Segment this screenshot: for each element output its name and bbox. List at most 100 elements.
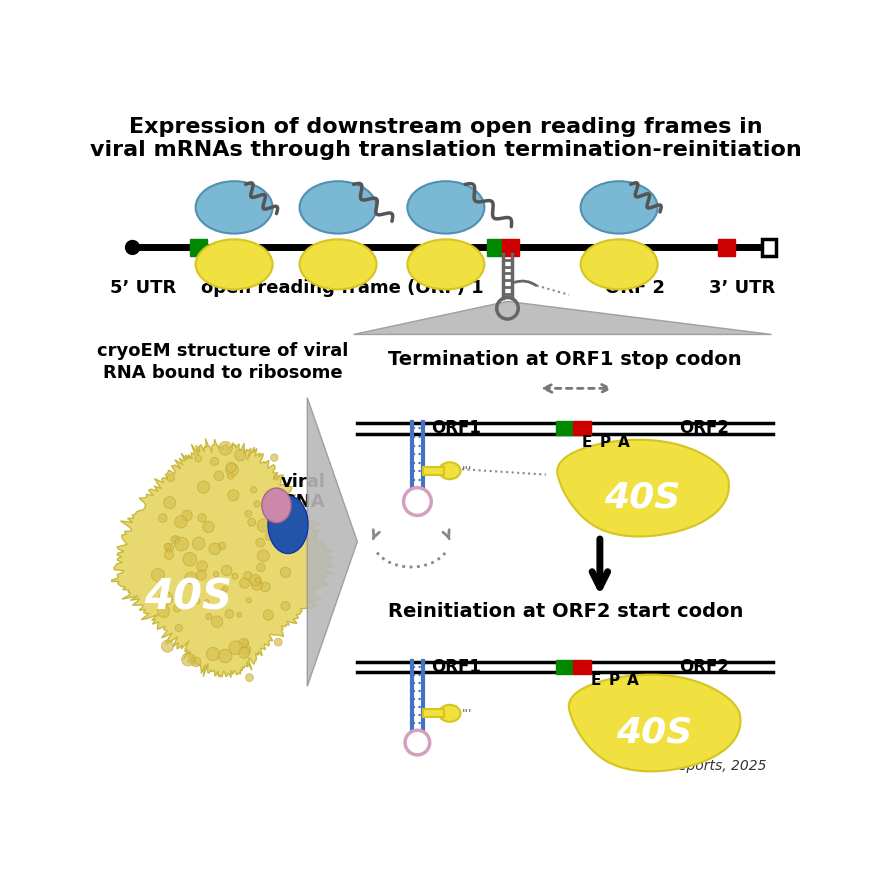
Circle shape <box>280 567 290 578</box>
Text: E: E <box>581 435 591 450</box>
Bar <box>555 422 573 436</box>
Circle shape <box>263 610 273 620</box>
Circle shape <box>175 515 187 528</box>
Text: ''': ''' <box>461 465 471 478</box>
Circle shape <box>209 543 221 555</box>
Circle shape <box>256 564 265 571</box>
Circle shape <box>206 648 219 661</box>
Ellipse shape <box>299 181 376 234</box>
Text: E: E <box>590 674 600 689</box>
Circle shape <box>227 473 234 480</box>
Text: P: P <box>599 435 610 450</box>
Circle shape <box>182 552 196 566</box>
Text: 5’ UTR: 5’ UTR <box>110 279 176 298</box>
Circle shape <box>167 474 175 481</box>
Circle shape <box>191 657 201 667</box>
Circle shape <box>226 462 235 472</box>
Circle shape <box>151 569 164 582</box>
Circle shape <box>159 592 173 605</box>
Text: ORF2: ORF2 <box>678 419 728 438</box>
Circle shape <box>260 582 269 592</box>
Circle shape <box>272 492 279 500</box>
Circle shape <box>281 601 289 611</box>
Circle shape <box>197 481 209 493</box>
Circle shape <box>218 441 232 455</box>
Text: ORF 2: ORF 2 <box>604 279 664 298</box>
Text: ORF1: ORF1 <box>430 419 481 438</box>
Circle shape <box>175 537 189 551</box>
Circle shape <box>173 536 180 543</box>
Circle shape <box>236 612 242 617</box>
Circle shape <box>165 543 173 552</box>
Text: Expression of downstream open reading frames in: Expression of downstream open reading fr… <box>129 116 762 136</box>
Ellipse shape <box>439 462 460 480</box>
Text: A: A <box>617 435 629 450</box>
Circle shape <box>214 471 223 480</box>
Circle shape <box>171 536 179 544</box>
Circle shape <box>239 639 249 648</box>
Ellipse shape <box>407 240 484 290</box>
Text: RNA: RNA <box>282 493 324 511</box>
Text: P: P <box>608 674 620 689</box>
Bar <box>573 660 591 674</box>
Ellipse shape <box>268 496 308 554</box>
Circle shape <box>196 561 207 571</box>
Circle shape <box>194 598 200 604</box>
Circle shape <box>232 573 238 579</box>
Circle shape <box>239 578 249 588</box>
Ellipse shape <box>439 705 460 722</box>
Circle shape <box>175 625 182 632</box>
Circle shape <box>220 589 225 595</box>
Bar <box>573 422 591 436</box>
Circle shape <box>257 550 269 562</box>
Bar <box>190 239 207 256</box>
Text: Cell Reports, 2025: Cell Reports, 2025 <box>638 759 766 773</box>
Circle shape <box>163 497 176 508</box>
Ellipse shape <box>299 240 376 290</box>
Text: open reading frame (ORF) 1: open reading frame (ORF) 1 <box>201 279 482 298</box>
Circle shape <box>274 638 282 646</box>
Bar <box>761 239 775 256</box>
Circle shape <box>228 490 239 500</box>
Polygon shape <box>557 440 728 536</box>
Circle shape <box>235 450 246 461</box>
Text: ORF1: ORF1 <box>430 658 481 676</box>
Circle shape <box>255 578 261 583</box>
Text: 3’ UTR: 3’ UTR <box>708 279 774 298</box>
Circle shape <box>229 640 242 654</box>
Circle shape <box>245 674 253 682</box>
Circle shape <box>211 616 222 627</box>
Circle shape <box>245 510 251 517</box>
Circle shape <box>157 606 169 618</box>
Text: Reinitiation at ORF2 start codon: Reinitiation at ORF2 start codon <box>387 602 742 621</box>
Text: A: A <box>627 674 638 689</box>
Bar <box>422 467 443 474</box>
Circle shape <box>250 487 256 493</box>
Circle shape <box>270 454 278 461</box>
Circle shape <box>218 649 232 663</box>
Circle shape <box>255 538 264 547</box>
Circle shape <box>210 458 218 466</box>
Ellipse shape <box>580 181 657 234</box>
Circle shape <box>125 241 139 255</box>
Polygon shape <box>307 397 357 686</box>
Text: ''': ''' <box>461 708 471 721</box>
Circle shape <box>196 570 206 580</box>
Text: RNA bound to ribosome: RNA bound to ribosome <box>103 364 342 382</box>
Text: ORF2: ORF2 <box>678 658 728 676</box>
Circle shape <box>202 522 214 533</box>
Circle shape <box>249 575 261 586</box>
Circle shape <box>265 533 273 541</box>
Text: 40S: 40S <box>603 480 680 514</box>
Polygon shape <box>568 675 740 772</box>
Ellipse shape <box>407 181 484 234</box>
Text: cryoEM structure of viral: cryoEM structure of viral <box>96 342 348 360</box>
Text: 40S: 40S <box>615 716 691 750</box>
Circle shape <box>213 571 219 577</box>
Circle shape <box>242 645 250 654</box>
Bar <box>486 239 501 256</box>
Circle shape <box>195 455 202 462</box>
Bar <box>555 660 573 674</box>
Ellipse shape <box>196 181 272 234</box>
Circle shape <box>164 550 174 559</box>
